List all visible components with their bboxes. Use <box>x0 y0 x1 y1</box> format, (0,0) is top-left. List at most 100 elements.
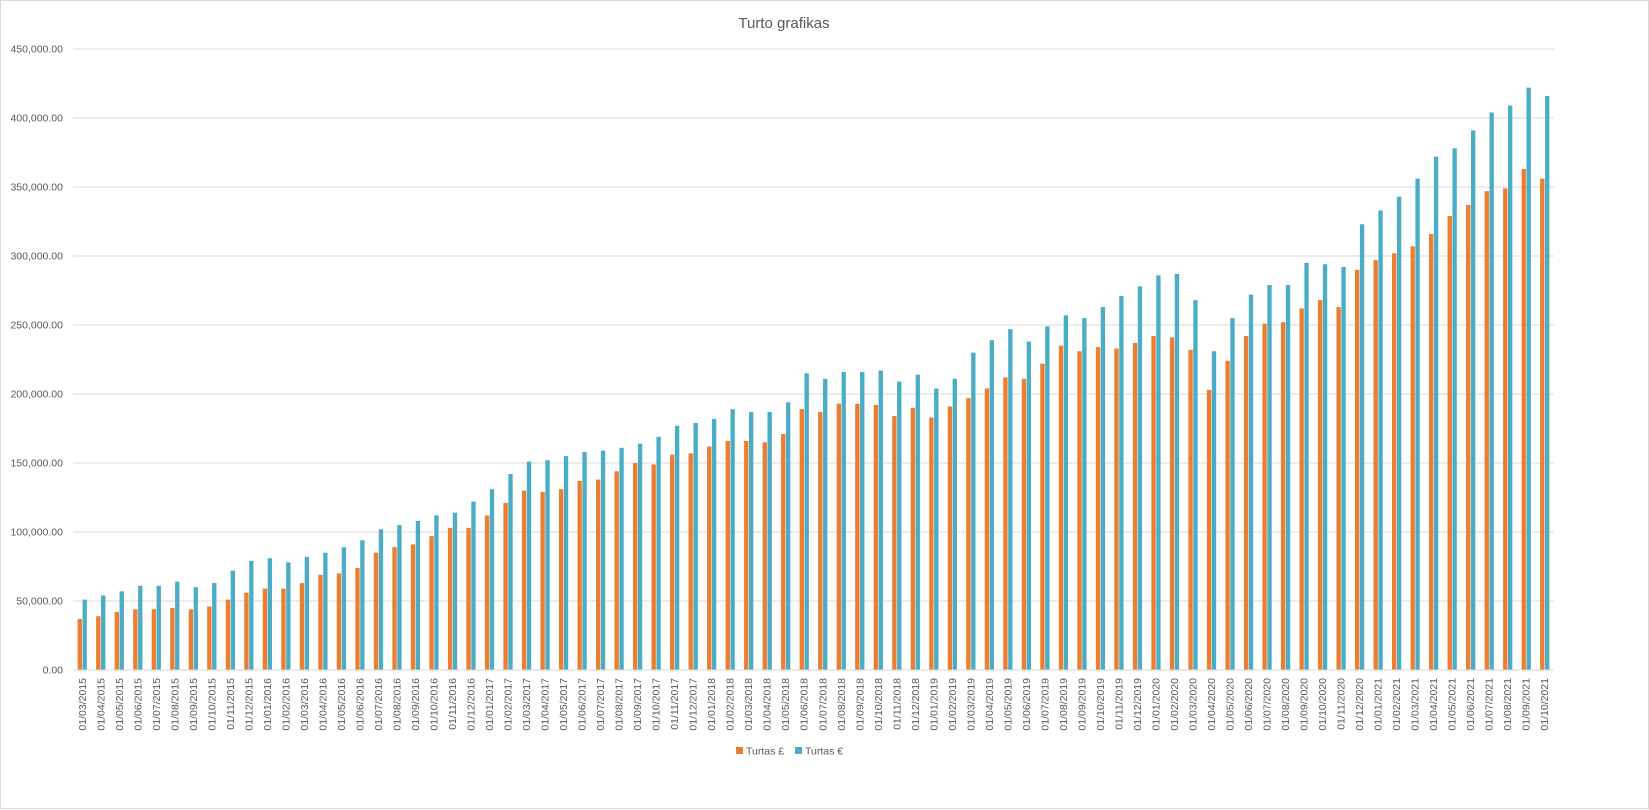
y-tick-label: 150,000.00 <box>10 458 63 470</box>
x-tick-label: 01/02/2018 <box>725 678 737 731</box>
x-tick-label: 01/09/2019 <box>1076 678 1088 731</box>
bar-eur <box>971 352 976 670</box>
bar-eur <box>915 374 920 670</box>
bar-gbp <box>1188 349 1193 670</box>
x-tick-label: 01/07/2015 <box>151 678 163 731</box>
bar-eur <box>1322 264 1328 670</box>
x-tick-label: 01/10/2020 <box>1317 678 1329 731</box>
bar-eur <box>934 388 939 670</box>
x-tick-label: 01/09/2016 <box>410 678 422 731</box>
bar-gbp <box>170 607 175 670</box>
bar-eur <box>360 540 365 670</box>
bar-gbp <box>447 527 453 670</box>
bar-eur <box>1137 286 1143 670</box>
bar-eur <box>1285 284 1291 670</box>
bar-eur <box>1248 294 1254 670</box>
bar-eur <box>860 371 865 670</box>
x-tick-label: 01/10/2016 <box>428 678 440 731</box>
x-tick-label: 01/10/2015 <box>206 678 218 731</box>
bar-eur <box>600 450 606 670</box>
bar-eur <box>1211 351 1217 670</box>
x-tick-label: 01/06/2015 <box>132 678 144 731</box>
x-tick-label: 01/02/2020 <box>1169 678 1181 731</box>
x-tick-label: 01/10/2019 <box>1095 678 1107 731</box>
bar-gbp <box>262 588 268 670</box>
x-tick-label: 01/09/2017 <box>632 678 644 731</box>
bar-eur <box>619 447 624 670</box>
bar-gbp <box>688 453 693 670</box>
bar-eur <box>138 585 143 670</box>
x-tick-label: 01/08/2016 <box>391 678 403 731</box>
bar-gbp <box>318 574 323 670</box>
bar-gbp <box>1003 377 1008 670</box>
bar-eur <box>730 409 735 670</box>
x-tick-label: 01/02/2017 <box>503 678 515 731</box>
bar-eur <box>471 501 476 670</box>
x-tick-label: 01/09/2021 <box>1521 678 1533 731</box>
x-tick-label: 01/08/2020 <box>1280 678 1292 731</box>
y-axis-tick-labels: 0.00 50,000.00 100,000.00 150,000.00 200,000… <box>10 44 63 677</box>
gridlines <box>73 48 1554 602</box>
bar-eur <box>1063 315 1069 670</box>
x-tick-label: 01/12/2020 <box>1354 678 1366 731</box>
bar-gbp <box>1392 253 1397 671</box>
bar-gbp <box>633 463 638 670</box>
bar-gbp <box>892 416 897 670</box>
x-tick-label: 01/12/2018 <box>910 678 922 731</box>
x-tick-label: 01/04/2019 <box>984 678 996 731</box>
bar-eur <box>1230 318 1235 670</box>
bar-gbp <box>521 490 527 670</box>
legend: Turtas £ Turtas € <box>736 746 843 758</box>
bar-gbp <box>762 442 767 670</box>
x-tick-label: 01/07/2019 <box>1039 678 1051 731</box>
x-tick-label: 01/06/2016 <box>354 678 366 731</box>
x-tick-label: 01/02/2021 <box>1391 678 1403 731</box>
x-tick-label: 01/01/2018 <box>706 678 718 731</box>
x-tick-label: 01/10/2021 <box>1539 678 1551 731</box>
bar-eur <box>1433 156 1439 670</box>
bar-eur <box>397 525 402 670</box>
x-tick-label: 01/11/2015 <box>225 678 237 730</box>
bar-gbp <box>484 515 490 670</box>
y-tick-label: 100,000.00 <box>10 527 63 539</box>
bar-gbp <box>1503 188 1508 670</box>
x-tick-label: 01/07/2020 <box>1262 678 1274 731</box>
bar-gbp <box>873 405 879 670</box>
bar-gbp <box>1540 178 1545 670</box>
x-tick-label: 01/01/2017 <box>484 678 496 731</box>
bar-gbp <box>929 417 934 670</box>
bar-eur <box>1100 307 1106 670</box>
x-tick-label: 01/02/2016 <box>280 678 292 731</box>
legend-swatch <box>795 747 802 754</box>
bar-gbp <box>818 411 823 670</box>
bar-gbp <box>299 583 305 670</box>
bar-gbp <box>336 573 342 670</box>
x-tick-label: 01/09/2018 <box>854 678 866 731</box>
bar-gbp <box>77 618 82 670</box>
bar-gbp <box>1262 323 1267 670</box>
bar-eur <box>1304 262 1309 670</box>
bar-gbp <box>1484 191 1489 670</box>
chart-title: Turto grafikas <box>738 15 829 32</box>
bar-eur <box>1045 326 1050 670</box>
bar-gbp <box>781 434 786 670</box>
legend-swatch <box>736 747 743 754</box>
x-tick-label: 01/10/2018 <box>873 678 885 731</box>
x-tick-label: 01/01/2021 <box>1373 678 1385 731</box>
x-tick-label: 01/12/2017 <box>688 678 700 731</box>
bar-eur <box>841 371 846 670</box>
x-tick-label: 01/07/2018 <box>817 678 829 731</box>
bar-eur <box>637 443 643 670</box>
bar-gbp <box>503 503 508 670</box>
bar-eur <box>952 378 957 670</box>
bar-gbp <box>670 454 675 670</box>
bar-gbp <box>558 489 564 670</box>
x-tick-label: 01/11/2017 <box>669 678 681 730</box>
bar-gbp <box>1336 307 1341 670</box>
bar-gbp <box>1447 215 1452 671</box>
x-tick-label: 01/11/2018 <box>891 678 903 730</box>
bar-gbp <box>466 527 471 670</box>
x-tick-label: 01/02/2019 <box>947 678 959 731</box>
bar-eur <box>1341 267 1346 670</box>
bar-eur <box>1193 300 1198 670</box>
